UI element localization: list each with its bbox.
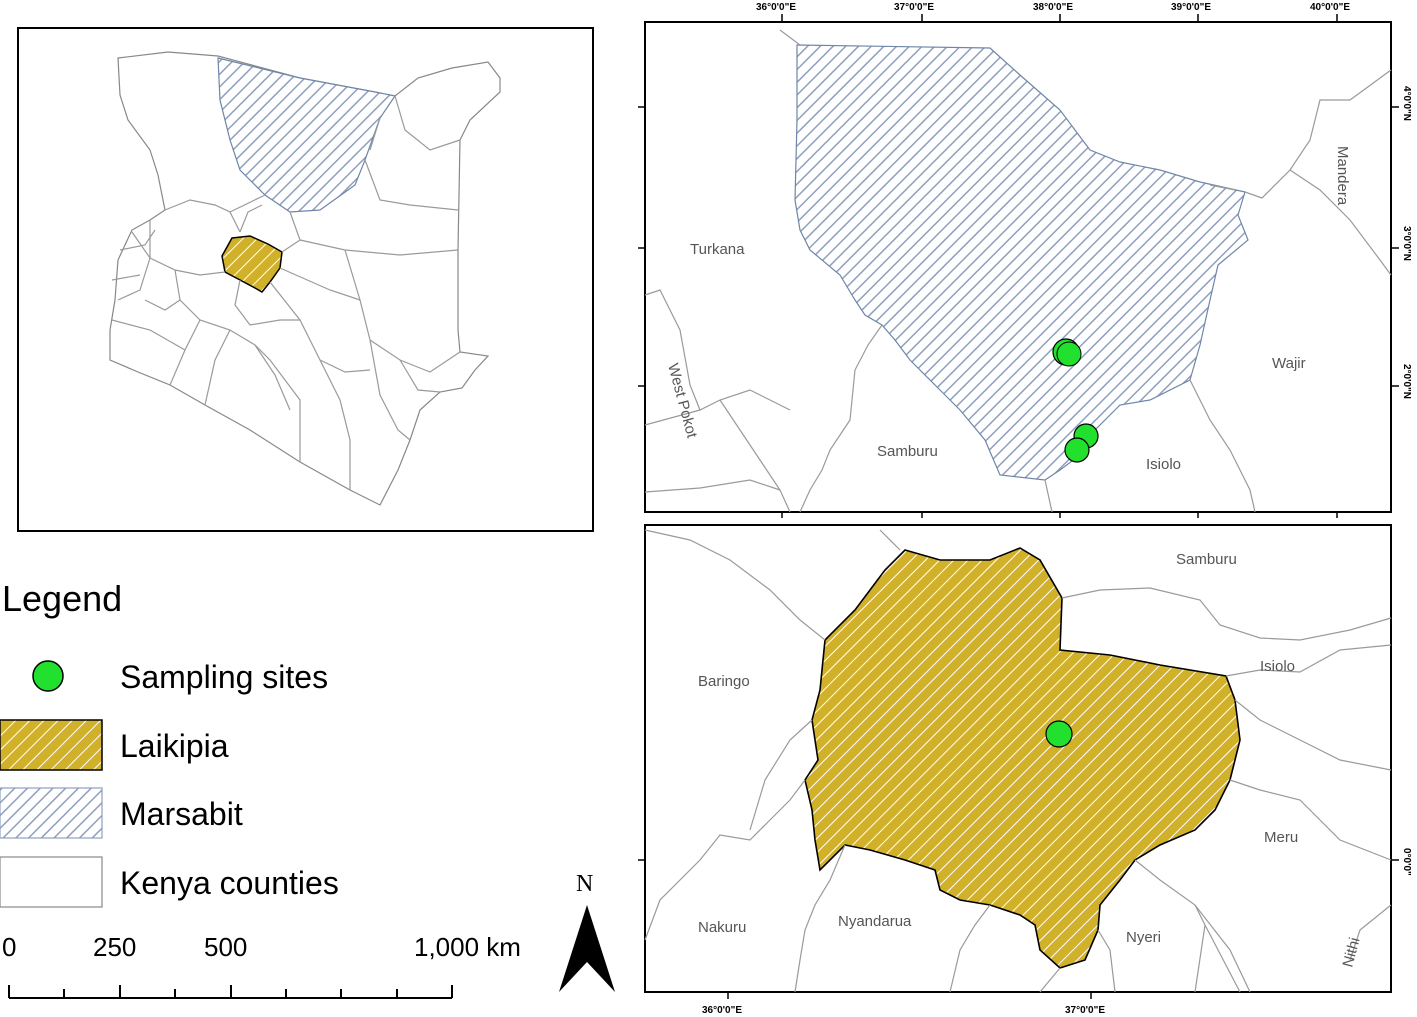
tick-2n: 2°0'0"N [1401, 364, 1412, 399]
label-nyandarua: Nyandarua [838, 913, 912, 930]
tick-37e: 37°0'0"E [1065, 1005, 1105, 1016]
marsabit-map: Turkana Mandera Wajir West Pokot Samburu… [638, 2, 1412, 518]
legend-item-laikipia: Laikipia [120, 728, 229, 764]
marsabit-county-lines [644, 29, 1392, 513]
marsabit-symbol [0, 787, 103, 839]
sampling-site [1045, 720, 1073, 748]
sampling-site-symbol [32, 660, 64, 692]
label-samburu: Samburu [877, 443, 938, 460]
marsabit-frame [644, 21, 1392, 513]
label-mandera: Mandera [1334, 146, 1351, 206]
label-wajir: Wajir [1272, 355, 1306, 372]
tick-40e: 40°0'0"E [1310, 2, 1350, 13]
label-nakuru: Nakuru [698, 919, 746, 936]
label-turkana: Turkana [690, 241, 745, 258]
kenya-counties-symbol [0, 856, 103, 908]
north-arrow-icon [559, 905, 615, 992]
legend-item-kenya-counties: Kenya counties [120, 865, 339, 901]
kenya-overview-map [17, 27, 594, 532]
scale-label-250: 250 [93, 932, 136, 962]
tick-36e: 36°0'0"E [756, 2, 796, 13]
label-nyeri: Nyeri [1126, 929, 1161, 946]
sampling-site [1056, 341, 1082, 367]
laikipia-map: Samburu Isiolo Baringo Meru Nakuru Nyand… [638, 524, 1412, 1016]
tick-3n: 3°0'0"N [1401, 226, 1412, 261]
legend: Legend Sampling sites Laikipia Marsabit … [0, 578, 339, 908]
label-samburu: Samburu [1176, 551, 1237, 568]
north-arrow: N [559, 871, 615, 992]
legend-title: Legend [2, 578, 122, 619]
laikipia-frame [644, 524, 1392, 993]
north-label: N [576, 871, 593, 897]
tick-37e: 37°0'0"E [894, 2, 934, 13]
tick-0: 0°0'0" [1401, 848, 1412, 876]
label-nithi: Nithi [1339, 936, 1363, 969]
label-west-pokot: West Pokot [664, 362, 700, 441]
legend-item-sampling-sites: Sampling sites [120, 659, 328, 695]
legend-item-marsabit: Marsabit [120, 796, 243, 832]
scale-bar: 0 250 500 1,000 km [2, 932, 521, 999]
sampling-site [1064, 437, 1090, 463]
label-meru: Meru [1264, 829, 1298, 846]
scale-label-1000: 1,000 km [414, 932, 521, 962]
marsabit-county [794, 44, 1249, 481]
scale-label-500: 500 [204, 932, 247, 962]
laikipia-ticks [638, 859, 1399, 999]
tick-39e: 39°0'0"E [1171, 2, 1211, 13]
overview-county-lines [111, 95, 461, 490]
laikipia-symbol [0, 719, 103, 771]
laikipia-county [804, 547, 1241, 969]
tick-36e: 36°0'0"E [702, 1005, 742, 1016]
label-isiolo: Isiolo [1260, 658, 1295, 675]
overview-laikipia [221, 235, 283, 293]
laikipia-county-lines [644, 529, 1392, 993]
scale-label-0: 0 [2, 932, 16, 962]
tick-4n: 4°0'0"N [1401, 86, 1412, 121]
overview-marsabit [217, 57, 397, 213]
overview-frame [17, 27, 594, 532]
marsabit-top-ticks [638, 14, 1399, 518]
label-baringo: Baringo [698, 673, 750, 690]
label-isiolo: Isiolo [1146, 456, 1181, 473]
tick-38e: 38°0'0"E [1033, 2, 1073, 13]
